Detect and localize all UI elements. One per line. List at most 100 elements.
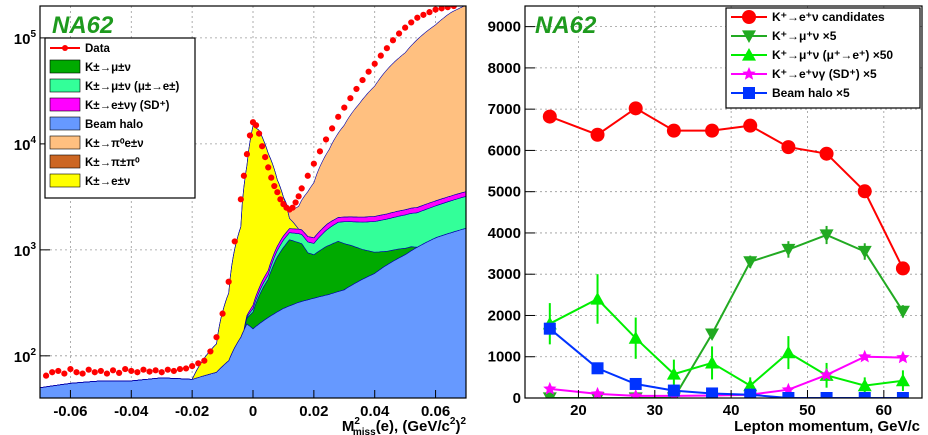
legend-label: Beam halo (85, 119, 143, 131)
left-y-tick-label: 105 (14, 29, 37, 48)
left-stacked-areas (40, 6, 466, 398)
left-data-points (42, 6, 457, 379)
data-point (91, 369, 98, 376)
left-x-tick-label: 0 (249, 403, 257, 420)
legend-swatch-fill (49, 59, 81, 74)
data-point (426, 9, 433, 16)
data-point (182, 365, 190, 372)
data-point (195, 360, 202, 367)
data-point (237, 196, 244, 203)
right-y-tick-label: 9000 (488, 19, 521, 36)
data-point (383, 45, 390, 52)
right-legend: K⁺→e⁺ν candidates K⁺→μ⁺ν ×5 K⁺→μ⁺ν (μ⁺→e⁺)… (725, 7, 921, 109)
series-kesd-point (590, 386, 605, 398)
legend-label: K±→e±ν (85, 176, 130, 188)
series-kecandidates-point (705, 123, 720, 138)
data-point (408, 19, 415, 26)
data-point (438, 6, 445, 12)
legend-label: K⁺→e⁺νγ (SD⁺) ×5 (772, 67, 877, 81)
series-ke-point (705, 355, 720, 369)
data-point (450, 6, 457, 10)
legend-swatch-marker (743, 87, 755, 99)
data-point (176, 365, 184, 373)
data-point (219, 310, 226, 317)
data-point (402, 24, 409, 31)
series-ke-point (628, 331, 643, 344)
legend-label: K⁺→e⁺ν candidates (772, 10, 885, 24)
data-point (371, 60, 378, 67)
legend-swatch-fill (49, 135, 81, 150)
data-point (61, 370, 68, 377)
right-x-tick-label: 60 (875, 402, 892, 419)
series-kesd-point (543, 381, 557, 395)
data-point (134, 369, 141, 376)
data-point (158, 369, 165, 376)
series-kecandidates-point (666, 123, 681, 138)
left-x-tick-label: 0.04 (360, 403, 390, 420)
left-y-tick-label: 104 (14, 135, 37, 154)
series-kecandidates-point (743, 118, 758, 133)
data-point (103, 370, 111, 377)
data-point (122, 365, 129, 373)
right-x-tick-label: 30 (646, 402, 663, 419)
series-beamhalo-point (858, 392, 871, 398)
right-plot-frame (524, 5, 923, 399)
data-point (359, 76, 366, 84)
legend-label: K±→e±νγ (SD⁺) (85, 100, 170, 112)
left-x-tick-label: 0.02 (299, 403, 328, 420)
series-kecandidates-point (590, 127, 605, 142)
series-k-point (705, 328, 720, 342)
left-y-tick-label: 103 (14, 241, 37, 260)
data-point (67, 365, 74, 373)
data-point (395, 30, 403, 37)
series-ke-point (743, 378, 758, 392)
data-point (277, 196, 284, 203)
data-point (420, 11, 427, 18)
series-beamhalo-point (782, 392, 795, 398)
left-x-tick-label: -0.06 (53, 403, 87, 420)
series-beamhalo-point (896, 392, 909, 398)
data-point (335, 113, 342, 120)
series-kesd-point (629, 388, 643, 398)
right-y-tick-label: 1000 (488, 349, 521, 366)
left-x-axis-label: M2 miss(e), (GeV/c2)2 (342, 416, 467, 435)
data-point (341, 104, 348, 111)
right-y-tick-label: 0 (513, 390, 521, 407)
series-kecandidates-point (628, 101, 643, 116)
data-point (240, 172, 247, 179)
left-x-tick-label: 0.06 (421, 403, 450, 420)
data-point (274, 189, 281, 196)
series-kecandidates-point (781, 140, 796, 155)
right-x-tick-label: 50 (799, 402, 816, 419)
data-point (246, 132, 254, 139)
data-point (213, 334, 220, 341)
data-point (310, 160, 317, 167)
right-y-tick-label: 7000 (488, 101, 521, 118)
series-beamhalo-point (744, 388, 757, 398)
series-ke-point (666, 367, 681, 380)
data-point (231, 238, 238, 245)
left-brand-label: NA62 (52, 12, 114, 39)
series-ke-line (549, 297, 904, 387)
left-y-tick-label: 102 (14, 347, 37, 366)
right-brand-label: NA62 (535, 12, 597, 39)
left-x-axis: -0.06 -0.04 -0.02 0 0.02 0.04 0.06 (53, 390, 450, 420)
data-point (55, 367, 62, 375)
series-k-point (857, 245, 872, 259)
left-y-axis: 102 103 104 105 (14, 29, 50, 366)
data-point (164, 366, 171, 373)
series-k-line (549, 233, 904, 398)
data-point (365, 68, 372, 75)
data-point (316, 148, 324, 155)
data-point (42, 372, 50, 379)
data-point (255, 130, 263, 137)
data-point (329, 125, 336, 132)
data-point (109, 367, 117, 374)
data-point (389, 37, 397, 44)
data-point (225, 278, 232, 285)
series-beamhalo-point (591, 362, 604, 375)
left-x-tick-label: -0.04 (114, 403, 149, 420)
right-y-tick-label: 6000 (488, 142, 521, 159)
right-y-tick-label: 3000 (488, 266, 521, 283)
